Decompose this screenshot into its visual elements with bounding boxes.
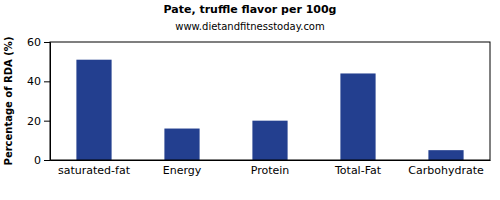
y-tick-mark [44, 81, 50, 82]
plot: 0 20 40 60 saturated-fat Energy Protein Total-F… [27, 36, 491, 177]
y-axis-title: Percentage of RDA (%) [3, 37, 14, 166]
y-tick-mark [44, 121, 50, 122]
y-axis-line [44, 43, 51, 161]
chart: Pate, truffle flavor per 100g www.dietand… [0, 0, 500, 200]
plot-frame [50, 42, 490, 160]
bar [164, 129, 199, 160]
y-tick-label: 60 [27, 36, 41, 49]
y-axis: 0 20 40 60 [27, 36, 51, 167]
x-axis: saturated-fat Energy Protein Total-Fat Carbo… [51, 161, 491, 177]
x-tick: saturated-fat [58, 164, 131, 177]
y-tick-mark [44, 42, 50, 43]
y-tick: 40 [27, 75, 50, 88]
bars [76, 60, 463, 160]
y-tick-mark [44, 160, 50, 161]
bar [76, 60, 111, 160]
y-tick: 60 [27, 36, 50, 49]
x-tick: Energy [163, 164, 202, 177]
bar [252, 121, 287, 160]
x-tick-label: Protein [251, 164, 290, 177]
x-tick-label: saturated-fat [58, 164, 131, 177]
x-tick: Total-Fat [334, 164, 382, 177]
x-tick-label: Total-Fat [334, 164, 382, 177]
y-tick-label: 0 [34, 154, 41, 167]
y-tick: 0 [34, 154, 50, 167]
bar [428, 150, 463, 160]
bar [340, 73, 375, 160]
x-tick-label: Carbohydrate [408, 164, 484, 177]
x-tick-label: Energy [163, 164, 202, 177]
y-tick-label: 40 [27, 75, 41, 88]
x-tick: Protein [251, 164, 290, 177]
y-tick: 20 [27, 115, 50, 128]
y-tick-label: 20 [27, 115, 41, 128]
title: Pate, truffle flavor per 100g [164, 3, 337, 16]
subtitle: www.dietandfitnesstoday.com [175, 21, 324, 32]
x-axis-line [51, 160, 491, 161]
x-tick: Carbohydrate [408, 164, 484, 177]
